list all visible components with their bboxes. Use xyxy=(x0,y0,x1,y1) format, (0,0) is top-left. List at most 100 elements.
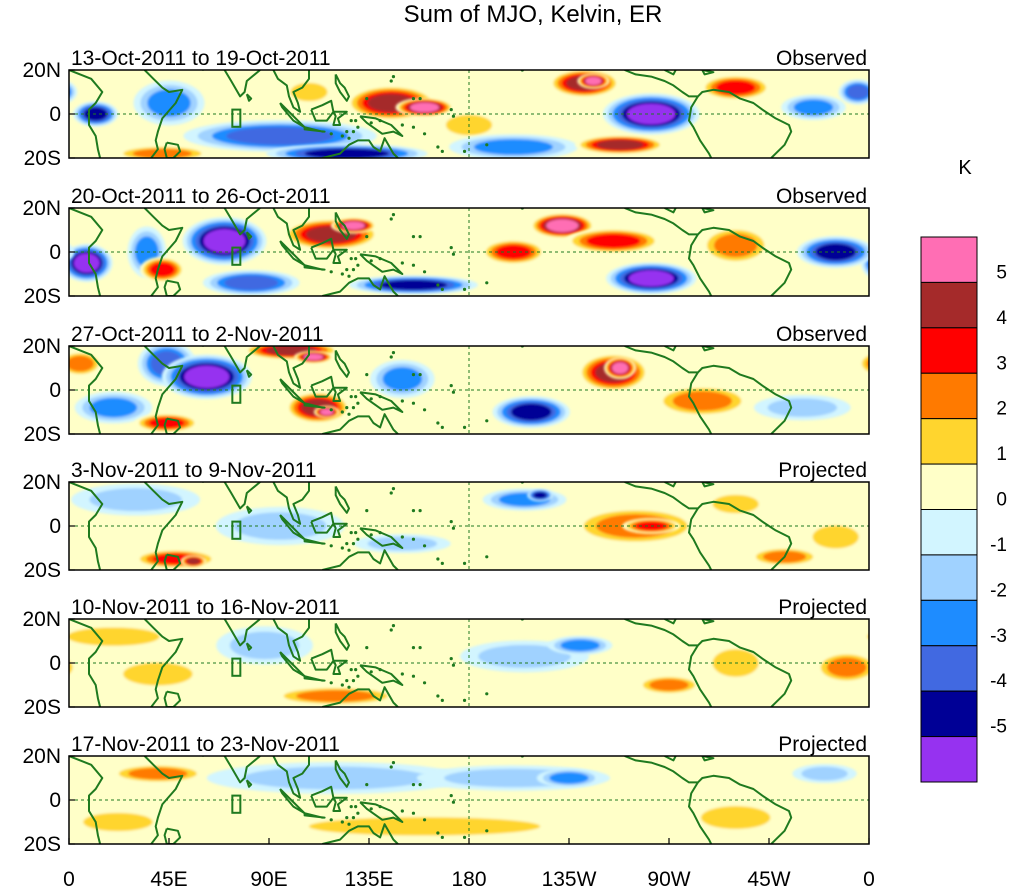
contour-level xyxy=(793,99,834,116)
panel-status-label: Projected xyxy=(778,733,867,756)
coastline xyxy=(143,756,184,844)
anomaly-blob xyxy=(114,145,211,158)
contour-level xyxy=(767,398,838,417)
panel-2: 20N 0 20S 20-Oct-2011 to 26-Oct-2011 Observe… xyxy=(22,185,870,308)
coastline xyxy=(664,208,677,214)
panel-4: 20N 0 20S 3-Nov-2011 to 9-Nov-2011 Projected xyxy=(22,459,870,582)
coastline xyxy=(332,796,348,812)
coastline xyxy=(143,208,184,296)
coastline xyxy=(143,346,184,434)
coastline xyxy=(624,70,793,158)
coastline xyxy=(688,233,713,296)
y-tick-label: 20N xyxy=(22,745,61,768)
contour-level xyxy=(69,83,75,101)
coastline xyxy=(664,482,677,488)
island xyxy=(411,674,416,678)
island xyxy=(349,805,353,809)
island xyxy=(418,373,422,377)
island xyxy=(436,694,440,698)
coastline xyxy=(303,675,326,682)
coastline xyxy=(163,417,182,434)
island xyxy=(449,108,453,112)
island xyxy=(462,561,467,566)
island xyxy=(389,628,393,632)
x-tick-label: 45E xyxy=(150,868,187,889)
anomaly-blob xyxy=(182,217,267,265)
panel-status-label: Observed xyxy=(776,185,867,208)
contour-level xyxy=(881,106,910,122)
contour-level xyxy=(878,104,912,123)
island xyxy=(365,509,369,513)
x-tick-label: 90W xyxy=(647,868,690,889)
island xyxy=(389,355,393,359)
island xyxy=(411,373,416,377)
contour-level xyxy=(478,644,571,668)
anomaly-blob xyxy=(565,228,662,254)
contour-level xyxy=(700,806,771,830)
reference-box xyxy=(231,657,242,677)
anomaly-blob xyxy=(354,534,451,554)
island xyxy=(389,765,393,769)
island xyxy=(436,421,440,425)
island xyxy=(451,390,456,394)
anomaly-blob xyxy=(370,359,435,399)
anomaly-blob xyxy=(395,97,454,117)
colorbar-tick-label: 5 xyxy=(996,262,1007,283)
contour-level xyxy=(712,494,759,514)
y-tick-label: 0 xyxy=(49,103,61,126)
island xyxy=(436,145,440,149)
x-tick-label: 135W xyxy=(542,868,597,889)
coastline xyxy=(69,756,104,844)
island xyxy=(349,257,353,261)
island xyxy=(351,816,356,820)
contour-level xyxy=(873,101,918,127)
contour-level xyxy=(715,80,756,95)
island xyxy=(329,408,333,412)
colorbar-swatch xyxy=(920,736,978,783)
coastline xyxy=(272,619,310,662)
colorbar-swatch xyxy=(920,645,978,692)
contour-level xyxy=(69,627,160,646)
coastline xyxy=(359,801,404,823)
coastline xyxy=(163,279,182,296)
anomaly-blob xyxy=(547,635,613,655)
x-tick-label: 135E xyxy=(344,868,393,889)
colorbar-swatch xyxy=(920,690,978,738)
coastline xyxy=(624,482,793,570)
coastline xyxy=(701,619,715,625)
panel-5: 20N 0 20S 10-Nov-2011 to 16-Nov-2011 Project… xyxy=(22,596,870,719)
island xyxy=(451,800,456,804)
contour-level xyxy=(585,77,602,85)
anomaly-blob xyxy=(803,521,868,553)
contour-level xyxy=(69,243,75,261)
anomaly-blob xyxy=(577,73,610,89)
colorbar-swatch xyxy=(920,554,978,601)
contour-level xyxy=(132,148,192,158)
island xyxy=(356,537,360,541)
contour-level xyxy=(546,219,579,232)
y-tick-label: 20N xyxy=(22,335,61,358)
y-tick-label: 20N xyxy=(22,197,61,220)
island xyxy=(347,412,351,416)
island xyxy=(449,246,453,250)
island xyxy=(400,399,404,403)
coastline xyxy=(303,538,326,545)
island xyxy=(422,544,427,548)
coastline xyxy=(143,619,184,707)
island xyxy=(345,679,349,683)
island xyxy=(422,681,427,685)
y-tick-label: 0 xyxy=(49,515,61,538)
anomaly-blob xyxy=(449,134,578,158)
contour-level xyxy=(229,631,300,660)
coastline xyxy=(163,827,182,844)
colorbar-unit-label: K xyxy=(958,157,972,179)
island xyxy=(440,698,444,703)
colorbar-swatch xyxy=(920,509,978,556)
coastline xyxy=(688,507,713,570)
anomaly-blob xyxy=(139,256,185,283)
island xyxy=(356,674,360,678)
island xyxy=(365,97,369,101)
contour-level xyxy=(69,86,72,98)
contour-level xyxy=(186,557,201,565)
island xyxy=(411,811,416,815)
